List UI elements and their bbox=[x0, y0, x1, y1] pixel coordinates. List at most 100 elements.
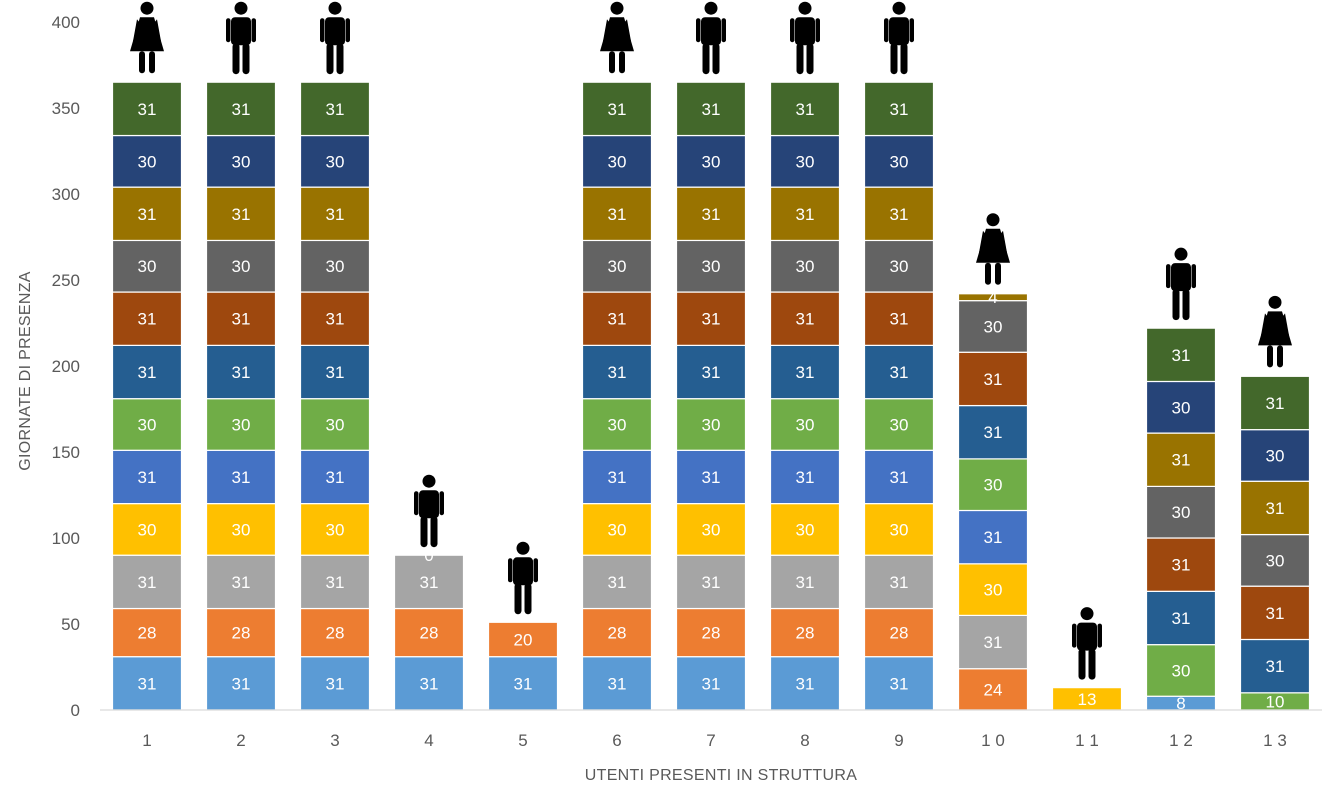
x-tick-label: 1 0 bbox=[981, 731, 1005, 750]
bar-data-label: 30 bbox=[890, 152, 909, 171]
bar-data-label: 10 bbox=[1266, 692, 1285, 711]
bar-data-label: 30 bbox=[138, 415, 157, 434]
bar-segment bbox=[299, 398, 371, 451]
y-tick-label: 200 bbox=[52, 357, 80, 376]
bar-segment bbox=[581, 656, 653, 711]
female-person-icon bbox=[1258, 295, 1292, 368]
bar-data-label: 31 bbox=[326, 363, 345, 382]
bar-segment bbox=[1239, 375, 1311, 431]
bar-segment bbox=[957, 404, 1029, 460]
bar-segment bbox=[863, 554, 935, 610]
bar-segment bbox=[675, 344, 747, 400]
bar-segment bbox=[393, 607, 465, 658]
male-person-icon bbox=[414, 474, 444, 548]
bar-data-label: 31 bbox=[796, 674, 815, 693]
bar-segment bbox=[111, 554, 183, 610]
bar-segment bbox=[1239, 429, 1311, 482]
x-axis: 1 2 3 4 5 6 7 8 9 1 0 1 1 1 2 1 3 bbox=[142, 731, 1287, 750]
bar-segment bbox=[863, 398, 935, 451]
bar-data-label: 31 bbox=[702, 573, 721, 592]
bar-segment bbox=[205, 449, 277, 505]
bar-segment bbox=[581, 503, 653, 556]
bar-data-label: 30 bbox=[138, 152, 157, 171]
bar-segment bbox=[111, 607, 183, 658]
bar-segment bbox=[581, 291, 653, 346]
bar-data-label: 31 bbox=[796, 100, 815, 119]
bar-segment bbox=[111, 291, 183, 346]
bar-segment bbox=[863, 81, 935, 137]
bar-segment bbox=[581, 554, 653, 610]
y-tick-label: 400 bbox=[52, 13, 80, 32]
y-tick-label: 150 bbox=[52, 443, 80, 462]
bar-data-label: 4 bbox=[988, 288, 997, 307]
bar-data-label: 30 bbox=[232, 415, 251, 434]
male-person-icon bbox=[1072, 607, 1102, 680]
bar-segment bbox=[111, 186, 183, 242]
bar-segment bbox=[769, 656, 841, 711]
male-person-icon bbox=[226, 1, 256, 75]
bar-segment bbox=[769, 134, 841, 188]
bar-data-label: 31 bbox=[796, 363, 815, 382]
x-tick-label: 1 1 bbox=[1075, 731, 1099, 750]
x-tick-label: 1 bbox=[142, 731, 151, 750]
bar-data-label: 31 bbox=[326, 573, 345, 592]
bar-data-label: 30 bbox=[326, 152, 345, 171]
bar-data-label: 31 bbox=[326, 205, 345, 224]
bar-segment bbox=[393, 656, 465, 711]
bar-data-label: 31 bbox=[702, 310, 721, 329]
bar-data-label: 30 bbox=[232, 152, 251, 171]
bar-segment bbox=[1145, 327, 1217, 383]
bar-segment bbox=[299, 134, 371, 188]
bar-segment bbox=[299, 186, 371, 242]
bar-segment bbox=[675, 503, 747, 556]
bar-data-label: 0 bbox=[424, 546, 433, 565]
x-tick-label: 4 bbox=[424, 731, 433, 750]
bar-data-label: 31 bbox=[138, 674, 157, 693]
bar-segment bbox=[863, 344, 935, 400]
bar-segment bbox=[769, 503, 841, 556]
bar-data-label: 30 bbox=[702, 520, 721, 539]
female-person-icon bbox=[600, 1, 634, 74]
bar-segment bbox=[675, 607, 747, 658]
bar-data-label: 31 bbox=[608, 205, 627, 224]
bar-data-label: 31 bbox=[1266, 394, 1285, 413]
bar-segment bbox=[675, 239, 747, 293]
female-person-icon bbox=[976, 213, 1010, 285]
person-icons bbox=[130, 1, 1292, 680]
x-tick-label: 8 bbox=[800, 731, 809, 750]
bar-segment bbox=[1145, 644, 1217, 697]
female-person-icon bbox=[130, 1, 164, 74]
bar-data-label: 30 bbox=[890, 257, 909, 276]
bar-data-label: 31 bbox=[1172, 346, 1191, 365]
bar-segment bbox=[205, 186, 277, 242]
male-person-icon bbox=[508, 541, 538, 615]
bar-data-label: 30 bbox=[608, 415, 627, 434]
x-tick-label: 9 bbox=[894, 731, 903, 750]
bar-data-label: 20 bbox=[514, 630, 533, 649]
bar-segment bbox=[581, 186, 653, 242]
bar-data-label: 31 bbox=[608, 310, 627, 329]
bar-segment bbox=[957, 300, 1029, 353]
male-person-icon bbox=[884, 1, 914, 75]
bar-segment bbox=[957, 351, 1029, 407]
bar-data-label: 31 bbox=[138, 100, 157, 119]
bar-data-label: 31 bbox=[890, 100, 909, 119]
bar-segment bbox=[111, 656, 183, 711]
bar-data-label: 31 bbox=[984, 423, 1003, 442]
bar-data-label: 28 bbox=[796, 624, 815, 643]
bar-segment bbox=[1239, 638, 1311, 694]
bar-data-label: 31 bbox=[420, 573, 439, 592]
bar-segment bbox=[957, 509, 1029, 565]
y-tick-label: 350 bbox=[52, 99, 80, 118]
bar-segment bbox=[863, 607, 935, 658]
bar-segment bbox=[675, 554, 747, 610]
bar-data-label: 31 bbox=[702, 363, 721, 382]
bar-data-label: 31 bbox=[232, 674, 251, 693]
bar-data-label: 28 bbox=[420, 624, 439, 643]
bar-segment bbox=[769, 449, 841, 505]
bar-data-label: 31 bbox=[796, 205, 815, 224]
bar-data-label: 8 bbox=[1176, 694, 1185, 713]
y-tick-label: 50 bbox=[61, 615, 80, 634]
bar-segment bbox=[299, 291, 371, 346]
bar-segment bbox=[299, 503, 371, 556]
